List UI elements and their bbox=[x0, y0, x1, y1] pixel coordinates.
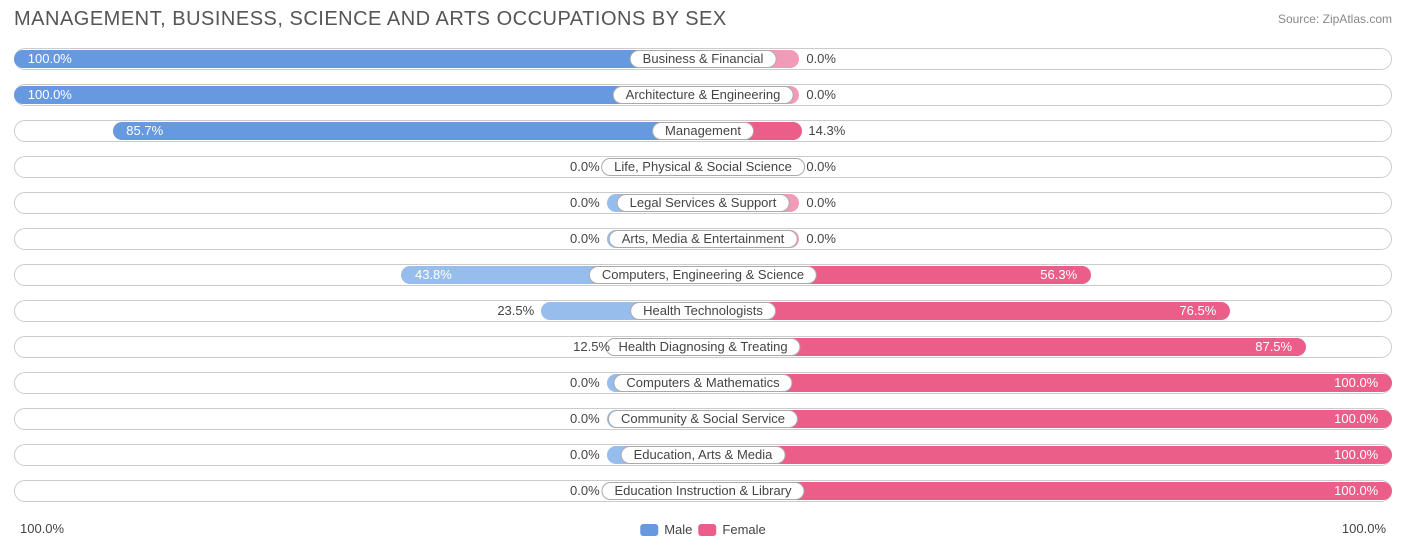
category-label: Architecture & Engineering bbox=[613, 86, 794, 104]
bar-female bbox=[703, 446, 1392, 464]
value-male: 0.0% bbox=[570, 482, 600, 500]
legend-label-male: Male bbox=[664, 522, 692, 537]
value-male: 0.0% bbox=[570, 194, 600, 212]
value-female: 0.0% bbox=[806, 230, 836, 248]
value-female: 56.3% bbox=[1040, 266, 1077, 284]
value-female: 0.0% bbox=[806, 158, 836, 176]
value-male: 0.0% bbox=[570, 230, 600, 248]
category-label: Community & Social Service bbox=[608, 410, 798, 428]
plot-area: 100.0%0.0%Business & Financial100.0%0.0%… bbox=[14, 44, 1392, 517]
chart-row: 12.5% 87.5% Health Diagnosing & Treating bbox=[14, 332, 1392, 362]
value-female: 100.0% bbox=[1334, 446, 1378, 464]
chart-row: 0.0% 100.0% Education Instruction & Librar… bbox=[14, 476, 1392, 506]
chart-row: 23.5% 76.5% Health Technologists bbox=[14, 296, 1392, 326]
value-female: 100.0% bbox=[1334, 410, 1378, 428]
value-female: 87.5% bbox=[1255, 338, 1292, 356]
category-label: Computers & Mathematics bbox=[613, 374, 792, 392]
chart-row: 0.0% 100.0% Computers & Mathematics bbox=[14, 368, 1392, 398]
bar-male bbox=[113, 122, 703, 140]
value-female: 76.5% bbox=[1179, 302, 1216, 320]
chart-row: 0.0% 0.0% Arts, Media & Entertainment bbox=[14, 224, 1392, 254]
value-female: 14.3% bbox=[808, 122, 845, 140]
category-label: Management bbox=[652, 122, 754, 140]
chart-row: 100.0% 0.0% Business & Financial bbox=[14, 44, 1392, 74]
value-female: 0.0% bbox=[806, 194, 836, 212]
value-female: 100.0% bbox=[1334, 482, 1378, 500]
source-label: Source: bbox=[1278, 12, 1319, 26]
bar-female bbox=[703, 302, 1230, 320]
chart-row: 0.0% 100.0% Community & Social Service bbox=[14, 404, 1392, 434]
chart-title: MANAGEMENT, BUSINESS, SCIENCE AND ARTS O… bbox=[14, 8, 727, 31]
value-male: 0.0% bbox=[570, 410, 600, 428]
value-male: 0.0% bbox=[570, 158, 600, 176]
category-label: Health Diagnosing & Treating bbox=[605, 338, 800, 356]
chart-source: Source: ZipAtlas.com bbox=[1278, 12, 1392, 26]
category-label: Education Instruction & Library bbox=[601, 482, 804, 500]
value-male: 43.8% bbox=[415, 266, 452, 284]
chart-row: 0.0% 0.0%Life, Physical & Social Science bbox=[14, 152, 1392, 182]
value-male: 100.0% bbox=[28, 86, 72, 104]
value-male: 0.0% bbox=[570, 446, 600, 464]
category-label: Life, Physical & Social Science bbox=[601, 158, 805, 176]
bar-female bbox=[703, 410, 1392, 428]
legend: Male Female bbox=[640, 522, 766, 537]
legend-swatch-male bbox=[640, 524, 658, 536]
category-label: Health Technologists bbox=[630, 302, 776, 320]
bar-female bbox=[703, 482, 1392, 500]
chart-row: 0.0% 0.0% Legal Services & Support bbox=[14, 188, 1392, 218]
bar-male bbox=[14, 86, 703, 104]
chart-row: 43.8% 56.3% Computers, Engineering & Scien… bbox=[14, 260, 1392, 290]
category-label: Computers, Engineering & Science bbox=[589, 266, 817, 284]
value-male: 12.5% bbox=[573, 338, 610, 356]
value-female: 100.0% bbox=[1334, 374, 1378, 392]
value-male: 85.7% bbox=[126, 122, 163, 140]
chart-row: 100.0% 0.0% Architecture & Engineering bbox=[14, 80, 1392, 110]
chart-row: 0.0% 100.0% Education, Arts & Media bbox=[14, 440, 1392, 470]
axis-left-label: 100.0% bbox=[20, 521, 64, 536]
value-male: 23.5% bbox=[497, 302, 534, 320]
bar-female bbox=[703, 374, 1392, 392]
chart-row: 85.7% 14.3% Management bbox=[14, 116, 1392, 146]
axis-right-label: 100.0% bbox=[1342, 521, 1386, 536]
value-male: 0.0% bbox=[570, 374, 600, 392]
source-value: ZipAtlas.com bbox=[1323, 12, 1392, 26]
value-female: 0.0% bbox=[806, 86, 836, 104]
category-label: Legal Services & Support bbox=[617, 194, 790, 212]
value-female: 0.0% bbox=[806, 50, 836, 68]
value-male: 100.0% bbox=[28, 50, 72, 68]
legend-label-female: Female bbox=[722, 522, 765, 537]
category-label: Arts, Media & Entertainment bbox=[609, 230, 798, 248]
legend-swatch-female bbox=[698, 524, 716, 536]
category-label: Business & Financial bbox=[630, 50, 777, 68]
bar-male bbox=[14, 50, 703, 68]
category-label: Education, Arts & Media bbox=[621, 446, 786, 464]
chart-container: MANAGEMENT, BUSINESS, SCIENCE AND ARTS O… bbox=[0, 0, 1406, 559]
